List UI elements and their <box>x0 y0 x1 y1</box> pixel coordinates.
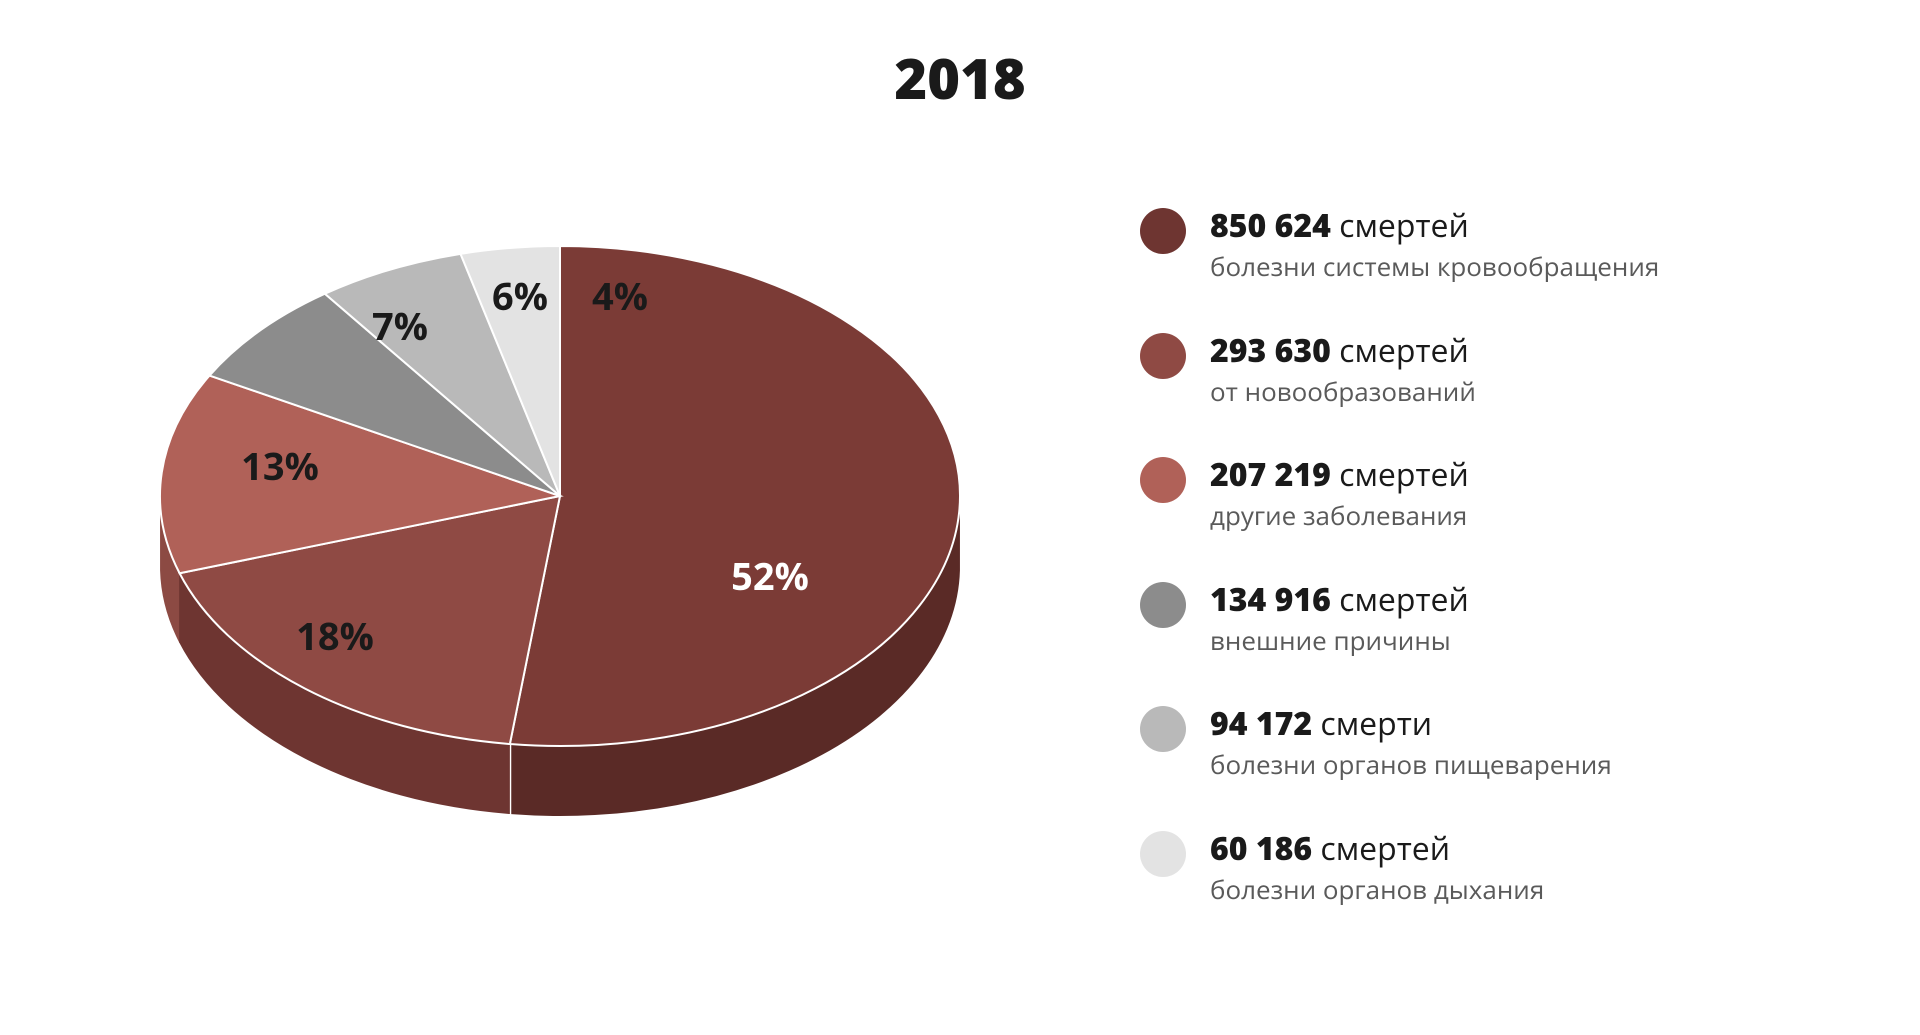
pie-percent-label: 4% <box>592 270 648 322</box>
legend-line1: 207 219 смертей <box>1210 455 1469 495</box>
legend-line2: другие заболевания <box>1210 499 1469 532</box>
legend-line2: от новообразований <box>1210 375 1476 408</box>
legend-text: 293 630 смертей от новообразований <box>1210 331 1476 408</box>
chart-title: 2018 <box>894 40 1025 116</box>
pie-percent-label: 13% <box>241 440 319 492</box>
legend-item: 850 624 смертей болезни системы кровообра… <box>1140 206 1659 283</box>
pie-svg <box>150 186 970 866</box>
legend-item: 293 630 смертей от новообразований <box>1140 331 1659 408</box>
legend-line1: 60 186 смертей <box>1210 829 1544 869</box>
legend-swatch <box>1140 582 1186 628</box>
legend-item: 60 186 смертей болезни органов дыхания <box>1140 829 1659 906</box>
legend-text: 207 219 смертей другие заболевания <box>1210 455 1469 532</box>
legend-line2: болезни органов пищеварения <box>1210 748 1612 781</box>
legend-line1: 850 624 смертей <box>1210 206 1659 246</box>
legend-swatch <box>1140 333 1186 379</box>
legend-text: 60 186 смертей болезни органов дыхания <box>1210 829 1544 906</box>
legend-line2: болезни системы кровообращения <box>1210 250 1659 283</box>
pie-percent-label: 7% <box>372 300 428 352</box>
legend-item: 134 916 смертей внешние причины <box>1140 580 1659 657</box>
pie-chart-area: 52% 18% 13% 7% 6% 4% <box>100 146 1020 846</box>
legend-text: 94 172 смерти болезни органов пищеварения <box>1210 704 1612 781</box>
pie-percent-label: 6% <box>492 270 548 322</box>
legend-line2: болезни органов дыхания <box>1210 873 1544 906</box>
legend-item: 207 219 смертей другие заболевания <box>1140 455 1659 532</box>
legend-line1: 293 630 смертей <box>1210 331 1476 371</box>
pie-wrapper: 52% 18% 13% 7% 6% 4% <box>150 186 970 806</box>
legend-swatch <box>1140 831 1186 877</box>
legend-item: 94 172 смерти болезни органов пищеварения <box>1140 704 1659 781</box>
chart-container: 2018 52% 18% 13% 7% 6% 4% 850 624 смертей боле… <box>0 0 1920 1035</box>
chart-content: 52% 18% 13% 7% 6% 4% 850 624 смертей болезни с… <box>0 146 1920 905</box>
legend-swatch <box>1140 208 1186 254</box>
legend-line1: 94 172 смерти <box>1210 704 1612 744</box>
legend-line2: внешние причины <box>1210 624 1469 657</box>
legend-text: 850 624 смертей болезни системы кровообра… <box>1210 206 1659 283</box>
legend-line1: 134 916 смертей <box>1210 580 1469 620</box>
legend: 850 624 смертей болезни системы кровообра… <box>1140 146 1659 905</box>
legend-text: 134 916 смертей внешние причины <box>1210 580 1469 657</box>
pie-percent-label: 52% <box>731 550 809 602</box>
pie-percent-label: 18% <box>296 610 374 662</box>
legend-swatch <box>1140 706 1186 752</box>
legend-swatch <box>1140 457 1186 503</box>
